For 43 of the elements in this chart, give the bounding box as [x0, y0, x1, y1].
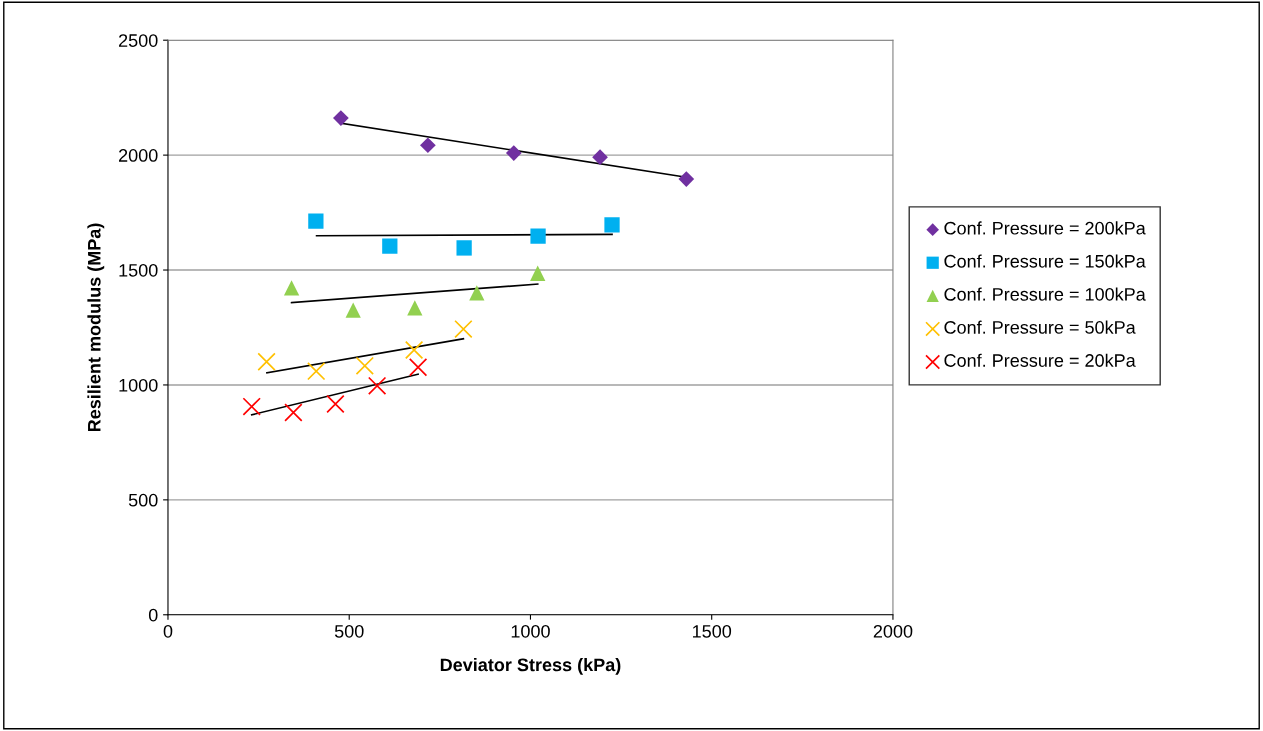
point — [456, 240, 472, 256]
x-tick-label: 500 — [334, 624, 364, 638]
point — [283, 280, 300, 296]
point — [678, 171, 695, 187]
y-tick-label: 1000 — [119, 378, 158, 392]
point — [257, 352, 276, 371]
y-tick-label: 2000 — [119, 149, 158, 162]
y-tick-label: 500 — [128, 493, 158, 507]
y-tick-label: 1500 — [119, 263, 158, 277]
point — [242, 397, 261, 416]
point — [382, 238, 398, 254]
x-tick-label: 1000 — [511, 624, 550, 638]
point — [420, 137, 436, 154]
y-axis-title: Resilient modulus (MPa) — [87, 223, 105, 432]
point — [454, 319, 473, 339]
point — [469, 285, 485, 301]
point — [604, 217, 620, 233]
point — [408, 358, 428, 377]
legend-label: Conf. Pressure = 150kPa — [944, 254, 1146, 268]
point — [592, 149, 608, 166]
point — [407, 300, 423, 316]
x-axis-title: Deviator Stress (kPa) — [440, 657, 621, 675]
point — [530, 228, 546, 244]
legend-label: Conf. Pressure = 200kPa — [944, 221, 1146, 235]
legend-label: Conf. Pressure = 50kPa — [944, 320, 1136, 334]
point — [284, 403, 303, 422]
legend-label: Conf. Pressure = 20kPa — [944, 353, 1136, 367]
point — [326, 394, 345, 414]
x-tick-label: 0 — [163, 624, 173, 638]
point — [505, 145, 522, 161]
x-tick-label: 1500 — [693, 624, 732, 638]
point — [308, 213, 324, 229]
point — [355, 356, 374, 376]
x-tick-label: 2000 — [873, 624, 913, 638]
point — [333, 110, 349, 126]
y-tick-label: 2500 — [119, 34, 158, 47]
point — [345, 302, 361, 318]
point — [404, 340, 424, 360]
y-tick-label: 0 — [148, 608, 158, 622]
point — [530, 265, 546, 281]
point — [367, 376, 387, 396]
point — [307, 361, 326, 381]
legend-label: Conf. Pressure = 100kPa — [944, 287, 1146, 301]
